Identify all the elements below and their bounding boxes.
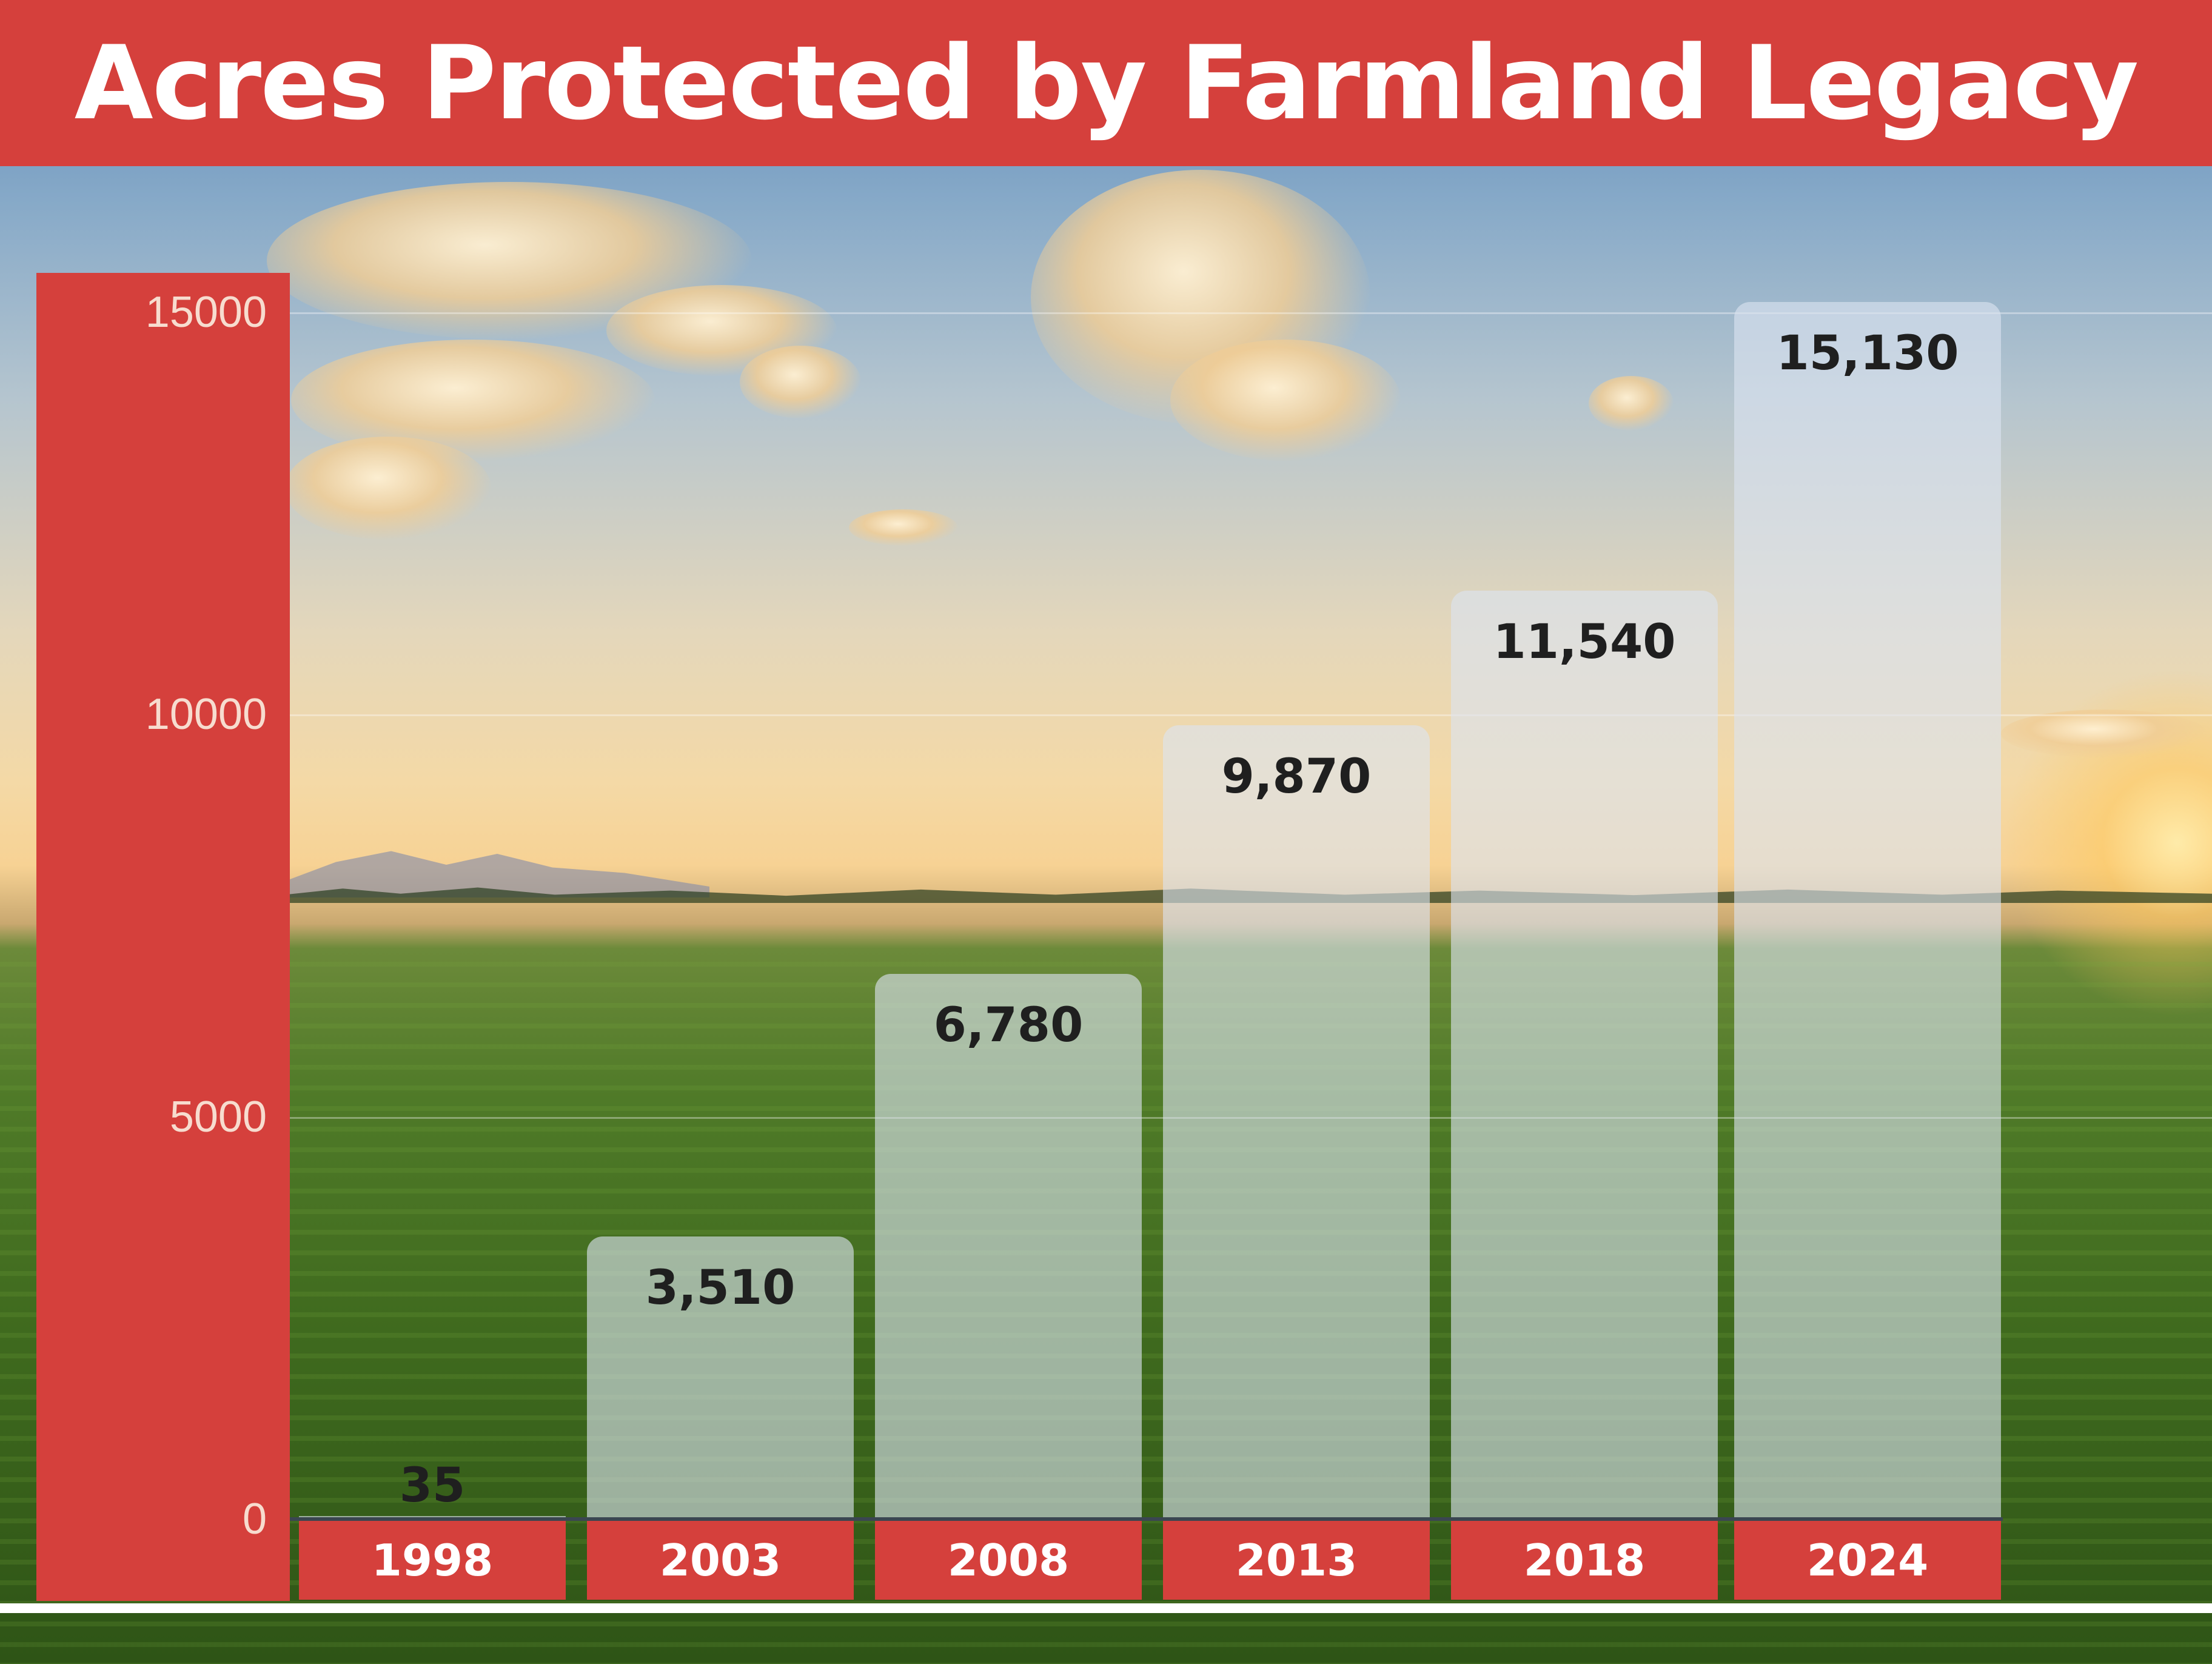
x-tick-label-2003: 2003 — [659, 1535, 782, 1586]
x-tick-label-2008: 2008 — [947, 1535, 1070, 1586]
y-axis-panel — [36, 273, 290, 1601]
cloud — [1170, 340, 1401, 461]
chart-title: Acres Protected by Farmland Legacy — [74, 24, 2139, 143]
x-axis-baseline — [290, 1517, 2003, 1521]
value-label-2013: 9,870 — [1221, 749, 1372, 804]
bar-2024 — [1734, 301, 2001, 1519]
bar-2013 — [1163, 725, 1430, 1519]
y-tick-label: 5000 — [169, 1092, 267, 1141]
gridline — [290, 312, 2212, 314]
x-category-box: 2024 — [1734, 1521, 2001, 1600]
bar-2018 — [1451, 591, 1718, 1519]
cloud — [740, 346, 861, 418]
x-tick-label-2024: 2024 — [1806, 1535, 1929, 1586]
x-tick-label-1998: 1998 — [371, 1535, 494, 1586]
cloud — [2001, 710, 2207, 758]
cloud — [285, 437, 491, 540]
y-tick-label: 0 — [242, 1495, 267, 1543]
gridline — [290, 714, 2212, 717]
x-category-box: 2008 — [875, 1521, 1142, 1600]
bar-2003 — [587, 1236, 854, 1519]
value-label-2018: 11,540 — [1493, 615, 1676, 670]
x-tick-label-2013: 2013 — [1235, 1535, 1358, 1586]
bottom-divider — [0, 1603, 2212, 1613]
cloud — [1589, 376, 1674, 431]
value-label-2003: 3,510 — [645, 1261, 796, 1316]
bar-2008 — [875, 973, 1142, 1519]
x-category-box: 2013 — [1163, 1521, 1430, 1600]
x-category-box: 2003 — [587, 1521, 854, 1600]
value-label-2008: 6,780 — [933, 998, 1084, 1053]
x-tick-label-2018: 2018 — [1523, 1535, 1646, 1586]
cloud — [849, 509, 958, 546]
x-category-box: 1998 — [299, 1521, 566, 1600]
y-tick-label: 10000 — [145, 690, 267, 739]
value-label-1998: 35 — [399, 1458, 466, 1514]
value-label-2024: 15,130 — [1776, 326, 1959, 381]
x-category-box: 2018 — [1451, 1521, 1718, 1600]
title-banner: Acres Protected by Farmland Legacy — [0, 0, 2212, 166]
y-tick-label: 15000 — [145, 288, 267, 337]
